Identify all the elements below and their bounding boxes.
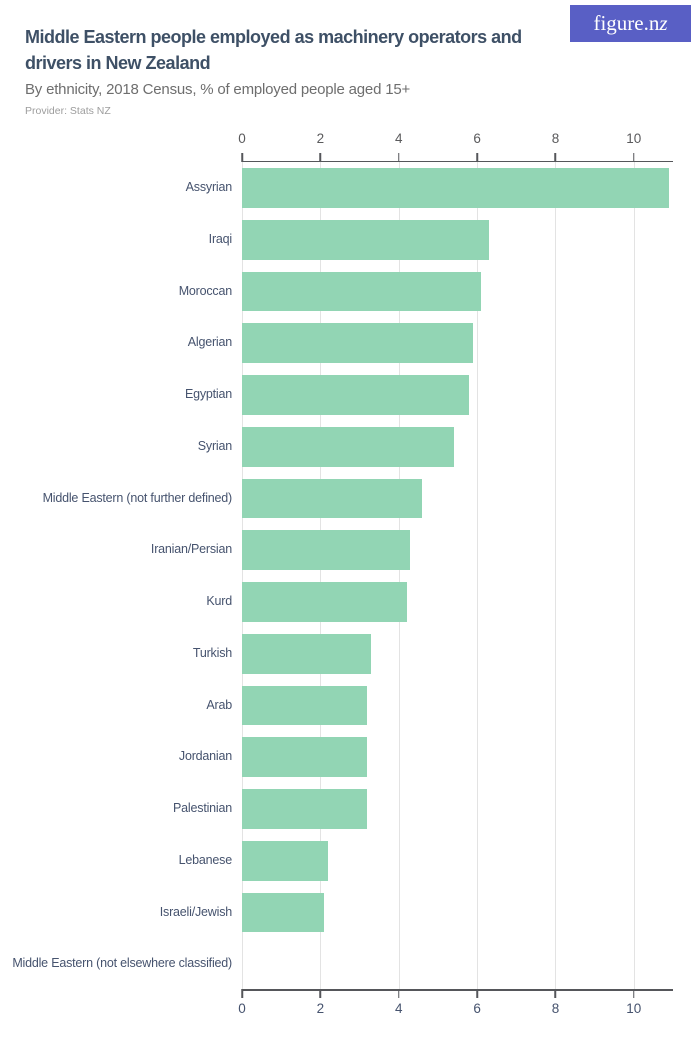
category-label: Iraqi	[208, 231, 233, 246]
tick-label: 0	[238, 131, 246, 146]
bar[interactable]	[242, 219, 489, 260]
bar[interactable]	[242, 323, 474, 363]
bar-row	[242, 317, 673, 369]
category-label: Arab	[206, 697, 232, 712]
bar-row	[242, 369, 673, 421]
bar-row	[242, 835, 673, 887]
figure-nz-logo[interactable]: figure.n z	[570, 5, 691, 42]
bar[interactable]	[242, 582, 407, 622]
bar-row	[242, 266, 673, 318]
bar[interactable]	[242, 840, 329, 881]
bar-row	[242, 214, 673, 266]
bar-row	[242, 628, 673, 680]
bar-row	[242, 938, 673, 990]
tick-mark	[241, 989, 243, 998]
category-label: Assyrian	[185, 180, 233, 194]
category-label: Iranian/Persian	[150, 542, 232, 557]
category-label: Syrian	[197, 438, 232, 453]
tick-mark	[397, 153, 400, 162]
tick-mark	[397, 989, 400, 998]
plot-area	[242, 162, 673, 990]
tick-mark	[319, 153, 322, 162]
category-label: Jordanian	[178, 749, 232, 764]
x-axis-top: 0 2 4 6 8 10	[238, 130, 673, 162]
category-label: Middle Eastern (not elsewhere classified…	[12, 956, 232, 971]
bar[interactable]	[242, 789, 368, 829]
chart-title: Middle Eastern people employed as machin…	[25, 27, 522, 73]
bar-row	[242, 680, 673, 732]
bar[interactable]	[242, 685, 368, 726]
tick-mark	[319, 989, 322, 998]
tick-label: 4	[394, 131, 403, 146]
category-labels: Assyrian Iraqi Moroccan Algerian Egyptian Syr…	[0, 162, 232, 990]
category-label: Israeli/Jewish	[159, 904, 232, 919]
gridline	[477, 162, 479, 990]
bar[interactable]	[242, 271, 481, 312]
provider-label: Provider: Stats NZ	[25, 105, 111, 117]
tick-label: 8	[551, 1001, 560, 1016]
axis-line	[242, 989, 673, 991]
x-axis-bottom: 0 2 4 6 8 10	[238, 989, 673, 1019]
bar[interactable]	[242, 375, 470, 415]
tick-label: 0	[238, 1001, 246, 1016]
bar[interactable]	[242, 633, 372, 674]
category-label: Middle Eastern (not further defined)	[42, 490, 233, 505]
tick-label: 6	[473, 1001, 481, 1016]
bar[interactable]	[242, 426, 454, 467]
category-label: Algerian	[187, 335, 232, 350]
tick-label: 2	[316, 131, 325, 146]
bar-row	[242, 887, 673, 939]
gridline	[320, 162, 322, 990]
bar-row	[242, 421, 673, 473]
tick-label: 6	[473, 131, 481, 146]
tick-mark	[554, 989, 557, 998]
category-label: Kurd	[206, 594, 232, 608]
tick-mark	[476, 153, 478, 162]
tick-mark	[554, 153, 557, 162]
tick-mark	[476, 989, 478, 998]
bar-row	[242, 576, 673, 628]
bar-row	[242, 162, 673, 214]
logo-text: figure.n	[593, 11, 660, 35]
tick-label: 2	[316, 1001, 325, 1016]
bar[interactable]	[242, 168, 670, 208]
tick-label: 4	[394, 1001, 403, 1016]
bar-row	[242, 473, 673, 525]
category-label: Lebanese	[178, 852, 233, 867]
tick-label: 10	[626, 131, 642, 146]
tick-label: 8	[551, 131, 560, 146]
bar[interactable]	[242, 892, 325, 933]
category-label: Egyptian	[184, 387, 232, 401]
category-label: Palestinian	[173, 801, 232, 815]
bar[interactable]	[242, 530, 411, 570]
axis-line	[242, 160, 673, 162]
bar-row	[242, 524, 673, 576]
gridline	[555, 162, 557, 990]
category-label: Turkish	[192, 645, 232, 660]
bar-row	[242, 731, 673, 783]
gridline	[398, 162, 400, 990]
tick-label: 10	[626, 1001, 642, 1016]
tick-mark	[241, 153, 243, 162]
gridline	[633, 162, 635, 990]
chart-subtitle: By ethnicity, 2018 Census, % of employed…	[25, 81, 411, 98]
tick-mark	[633, 153, 635, 162]
logo-text-z: z	[659, 11, 668, 35]
bar[interactable]	[242, 478, 423, 519]
gridline	[242, 162, 243, 990]
tick-mark	[633, 989, 635, 998]
bar[interactable]	[242, 737, 368, 777]
bar-row	[242, 783, 673, 835]
category-label: Moroccan	[178, 283, 232, 298]
